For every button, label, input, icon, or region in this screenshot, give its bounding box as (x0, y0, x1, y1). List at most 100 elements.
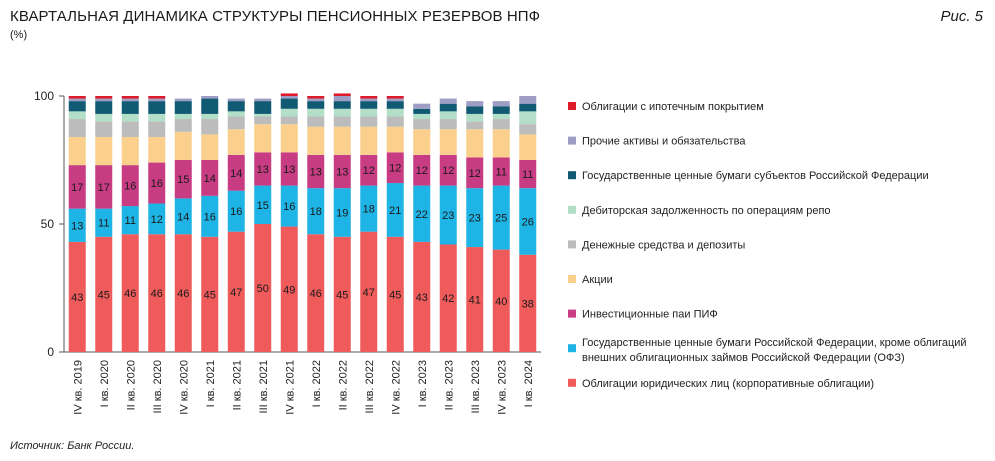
bar-segment-regional_bonds (68, 101, 86, 112)
bar-segment-cash (201, 119, 219, 135)
data-label-mutual_funds: 12 (389, 163, 401, 175)
bar-segment-mutual_funds (492, 157, 510, 186)
bar-segment-repo (95, 113, 113, 122)
bar-segment-repo (201, 113, 219, 120)
bar-segment-mutual_funds (148, 162, 166, 204)
bar-segment-corporate_bonds (466, 247, 484, 352)
bar-segment-corporate_bonds (492, 249, 510, 352)
bar-segment-shares (492, 129, 510, 158)
x-tick-label: III кв. 2021 (258, 360, 270, 413)
legend-swatch-corporate_bonds (568, 378, 576, 387)
data-label-ofz: 12 (151, 214, 163, 226)
bar-segment-mortgage (95, 96, 113, 99)
data-label-ofz: 18 (310, 206, 322, 218)
source-note: Источник: Банк России. (10, 440, 135, 452)
data-label-mutual_funds: 14 (204, 173, 216, 185)
bar-segment-ofz (148, 203, 166, 235)
data-label-corporate_bonds: 40 (495, 296, 507, 308)
bar-segment-shares (280, 124, 298, 153)
legend-label-mutual_funds: Инвестиционные паи ПИФ (582, 309, 718, 321)
bar-segment-regional_bonds (413, 108, 431, 114)
x-tick-label: III кв. 2020 (152, 360, 164, 413)
bar-segment-regional_bonds (386, 101, 404, 109)
bar-segment-mortgage (386, 96, 404, 99)
data-label-ofz: 16 (204, 211, 216, 223)
bar-segment-cash (413, 119, 431, 130)
bar-segment-mutual_funds (439, 154, 457, 186)
bar-segment-regional_bonds (121, 101, 139, 114)
x-tick-label: II кв. 2020 (125, 360, 137, 410)
data-label-corporate_bonds: 46 (124, 288, 136, 300)
data-label-ofz: 16 (230, 206, 242, 218)
data-label-mutual_funds: 12 (416, 165, 428, 177)
data-label-ofz: 11 (98, 218, 109, 230)
legend-label-other: Прочие активы и обязательства (582, 136, 746, 148)
bar-segment-mutual_funds (174, 160, 192, 199)
bar-segment-other (148, 98, 166, 102)
bar-segment-cash (148, 121, 166, 137)
bar-segment-shares (95, 136, 113, 166)
bar-segment-regional_bonds (95, 101, 113, 114)
x-tick-label: I кв. 2023 (417, 360, 429, 407)
data-label-mutual_funds: 13 (310, 167, 322, 179)
bar-segment-corporate_bonds (333, 236, 351, 352)
bar-segment-other (333, 96, 351, 102)
bar-segment-repo (121, 113, 139, 122)
legend-label-regional_bonds: Государственные ценные бумаги субъектов … (582, 170, 929, 182)
data-label-corporate_bonds: 46 (177, 288, 189, 300)
bar-segment-regional_bonds (227, 101, 245, 112)
data-label-corporate_bonds: 43 (416, 292, 428, 304)
data-label-ofz: 23 (442, 210, 454, 222)
legend-swatch-repo (568, 205, 576, 214)
bar-segment-cash (439, 119, 457, 130)
legend-label-repo: Дебиторская задолженность по операциям р… (582, 205, 831, 217)
x-tick-label: IV кв. 2021 (284, 360, 296, 415)
legend-swatch-shares (568, 275, 576, 283)
bar-segment-regional_bonds (439, 103, 457, 112)
data-label-ofz: 15 (257, 200, 269, 212)
bar-segment-ofz (386, 183, 404, 237)
bar-segment-mutual_funds (201, 160, 219, 196)
bar-segment-shares (307, 126, 325, 155)
bar-segment-regional_bonds (201, 98, 219, 114)
data-label-ofz: 25 (495, 213, 507, 225)
bar-segment-mutual_funds (386, 152, 404, 184)
data-label-mutual_funds: 17 (98, 182, 110, 194)
bar-segment-regional_bonds (174, 101, 192, 114)
data-label-mutual_funds: 13 (257, 164, 269, 176)
data-label-corporate_bonds: 43 (71, 292, 83, 304)
bar-segment-ofz (201, 195, 219, 237)
bar-segment-other (492, 101, 510, 107)
data-label-corporate_bonds: 50 (257, 283, 269, 295)
y-tick-label: 100 (34, 89, 54, 103)
x-tick-label: IV кв. 2022 (390, 360, 402, 415)
x-tick-label: IV кв. 2023 (496, 360, 508, 415)
data-label-mutual_funds: 17 (71, 182, 83, 194)
data-label-corporate_bonds: 46 (151, 288, 163, 300)
data-label-mutual_funds: 12 (442, 165, 454, 177)
bar-segment-other (121, 98, 139, 102)
bar-segment-shares (174, 131, 192, 160)
bar-segment-repo (439, 111, 457, 120)
bar-segment-cash (519, 124, 537, 135)
bar-segment-ofz (492, 185, 510, 250)
bar-segment-other (174, 98, 192, 102)
data-label-corporate_bonds: 47 (363, 287, 375, 299)
data-label-ofz: 23 (469, 213, 481, 225)
bar-segment-mutual_funds (95, 165, 113, 209)
bar-segment-mortgage (360, 96, 378, 99)
data-label-corporate_bonds: 38 (522, 298, 534, 310)
bar-segment-corporate_bonds (201, 236, 219, 352)
data-label-ofz: 19 (336, 207, 348, 219)
bar-segment-repo (280, 108, 298, 117)
bar-segment-other (227, 98, 245, 102)
x-tick-label: III кв. 2023 (470, 360, 482, 413)
bar-segment-other (201, 96, 219, 99)
chart-title: КВАРТАЛЬНАЯ ДИНАМИКА СТРУКТУРЫ ПЕНСИОННЫ… (10, 8, 541, 25)
bar-segment-shares (254, 124, 272, 153)
unit-label: (%) (10, 29, 28, 41)
bar-segment-ofz (95, 208, 113, 237)
bar-segment-cash (360, 116, 378, 127)
data-label-mutual_funds: 14 (230, 168, 242, 180)
bar-segment-repo (413, 113, 431, 120)
